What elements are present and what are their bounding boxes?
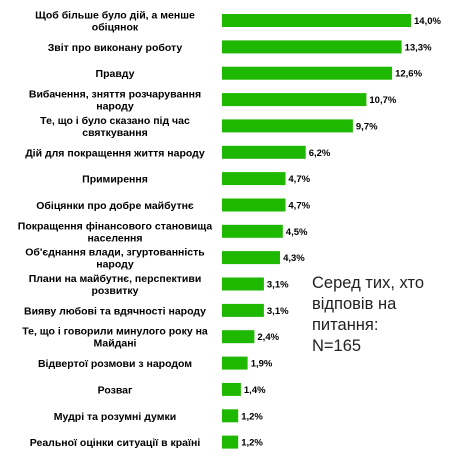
category-label-10: Плани на майбутнє, перспективи розвитку [29, 273, 202, 297]
value-label-13: 1,9% [251, 359, 273, 370]
category-label-7: Обіцянки про добре майбутнє [36, 200, 194, 212]
bar-12 [222, 330, 255, 344]
bar-13 [222, 356, 248, 370]
value-label-15: 1,2% [241, 411, 263, 422]
category-label-12: Те, що і говорили минулого року на Майдан… [22, 326, 208, 350]
category-label-3: Вибачення, зняття розчарування народу [29, 89, 201, 113]
value-label-1: 13,3% [405, 42, 432, 53]
value-label-5: 6,2% [309, 148, 331, 159]
bar-5 [222, 145, 306, 159]
bar-2 [222, 66, 393, 80]
bar-1 [222, 40, 402, 54]
bar-16 [222, 435, 239, 449]
category-label-4: Те, що і було сказано під час святкування [40, 115, 190, 139]
bar-3 [222, 93, 367, 107]
category-label-14: Розваг [98, 384, 133, 396]
value-label-10: 3,1% [267, 280, 289, 291]
value-label-8: 4,5% [286, 227, 308, 238]
value-label-16: 1,2% [241, 438, 263, 449]
bar-7 [222, 198, 286, 212]
bar-8 [222, 224, 283, 238]
category-label-11: Вияву любові та вдячності народу [24, 305, 206, 317]
bar-10 [222, 277, 264, 291]
value-label-4: 9,7% [356, 121, 378, 132]
sample-note: Серед тих, хто відповів на питання: N=16… [312, 274, 425, 355]
value-label-7: 4,7% [288, 201, 310, 212]
category-label-5: Дій для покращення життя народу [25, 147, 205, 159]
value-label-0: 14,0% [414, 16, 441, 27]
bar-14 [222, 382, 241, 396]
value-label-12: 2,4% [257, 332, 279, 343]
category-label-16: Реальної оцінки ситуації в країні [30, 437, 201, 449]
value-label-14: 1,4% [244, 385, 266, 396]
category-label-2: Правду [96, 68, 135, 80]
value-label-3: 10,7% [369, 95, 396, 106]
category-label-0: Щоб більше було дій, а менше обіцянок [35, 10, 195, 34]
value-label-11: 3,1% [267, 306, 289, 317]
category-label-1: Звіт про виконану роботу [48, 42, 183, 54]
value-label-9: 4,3% [283, 253, 305, 264]
category-label-15: Мудрі та розумні думки [54, 411, 176, 423]
bar-0 [222, 14, 411, 27]
bar-15 [222, 409, 239, 423]
category-label-8: Покращення фінансового становища населенн… [18, 220, 213, 244]
bar-9 [222, 251, 280, 265]
bar-4 [222, 119, 353, 133]
bar-11 [222, 303, 264, 317]
value-label-6: 4,7% [288, 174, 310, 185]
value-label-2: 12,6% [395, 69, 422, 80]
bar-6 [222, 172, 286, 186]
category-label-13: Відвертої розмови з народом [38, 358, 192, 370]
category-label-9: Об'єднання влади, згуртованність народу [25, 247, 205, 271]
category-label-6: Примирення [82, 174, 148, 186]
